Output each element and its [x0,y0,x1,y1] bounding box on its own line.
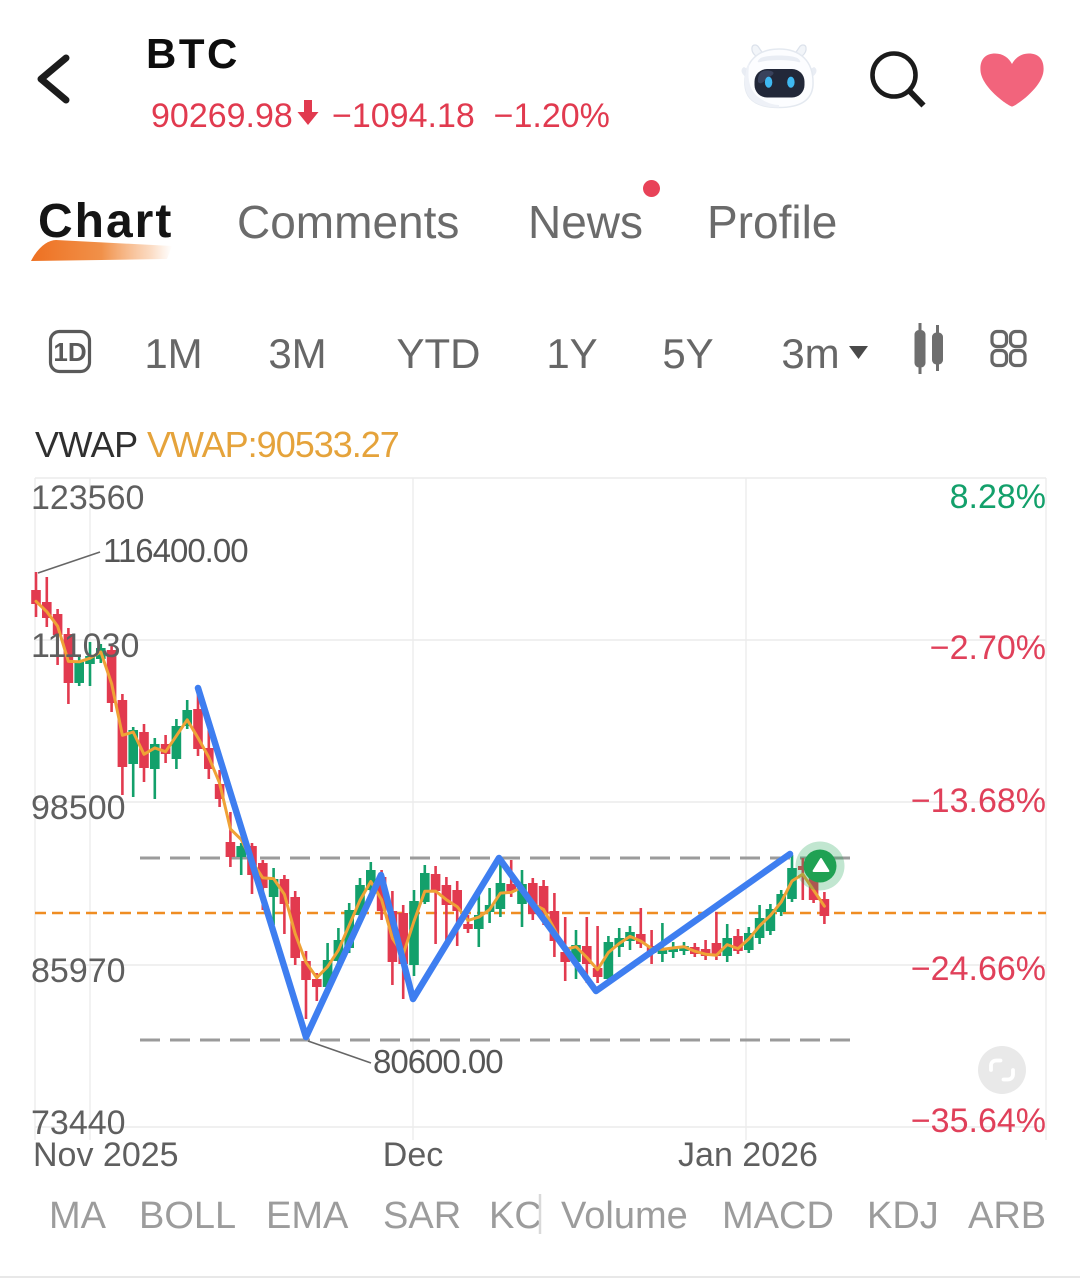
svg-text:8.28%: 8.28% [950,478,1046,516]
svg-text:3m: 3m [781,330,839,377]
svg-text:KDJ: KDJ [867,1195,939,1237]
svg-text:YTD: YTD [397,330,481,377]
svg-text:BOLL: BOLL [139,1195,236,1237]
svg-text:98500: 98500 [31,789,126,827]
svg-text:MACD: MACD [722,1195,834,1237]
svg-text:123560: 123560 [31,479,144,517]
svg-text:Jan 2026: Jan 2026 [678,1136,818,1174]
svg-text:Dec: Dec [383,1136,443,1174]
svg-text:1D: 1D [53,337,86,367]
svg-text:116400.00: 116400.00 [103,532,248,569]
svg-text:80600.00: 80600.00 [373,1043,503,1080]
svg-text:−35.64%: −35.64% [911,1102,1046,1140]
svg-text:73440: 73440 [31,1104,126,1142]
svg-text:Nov 2025: Nov 2025 [33,1136,179,1174]
svg-text:85970: 85970 [31,952,126,990]
svg-text:SAR: SAR [383,1195,461,1237]
svg-text:Volume: Volume [561,1195,688,1237]
svg-text:−13.68%: −13.68% [911,782,1046,820]
svg-text:3M: 3M [268,330,326,377]
svg-text:5Y: 5Y [662,330,713,377]
svg-text:−2.70%: −2.70% [930,629,1046,667]
svg-text:1Y: 1Y [546,330,597,377]
svg-text:111030: 111030 [31,627,139,665]
svg-text:−24.66%: −24.66% [911,950,1046,988]
svg-text:EMA: EMA [266,1195,349,1237]
svg-text:1M: 1M [144,330,202,377]
svg-text:MA: MA [49,1195,107,1237]
svg-text:KC: KC [489,1195,542,1237]
